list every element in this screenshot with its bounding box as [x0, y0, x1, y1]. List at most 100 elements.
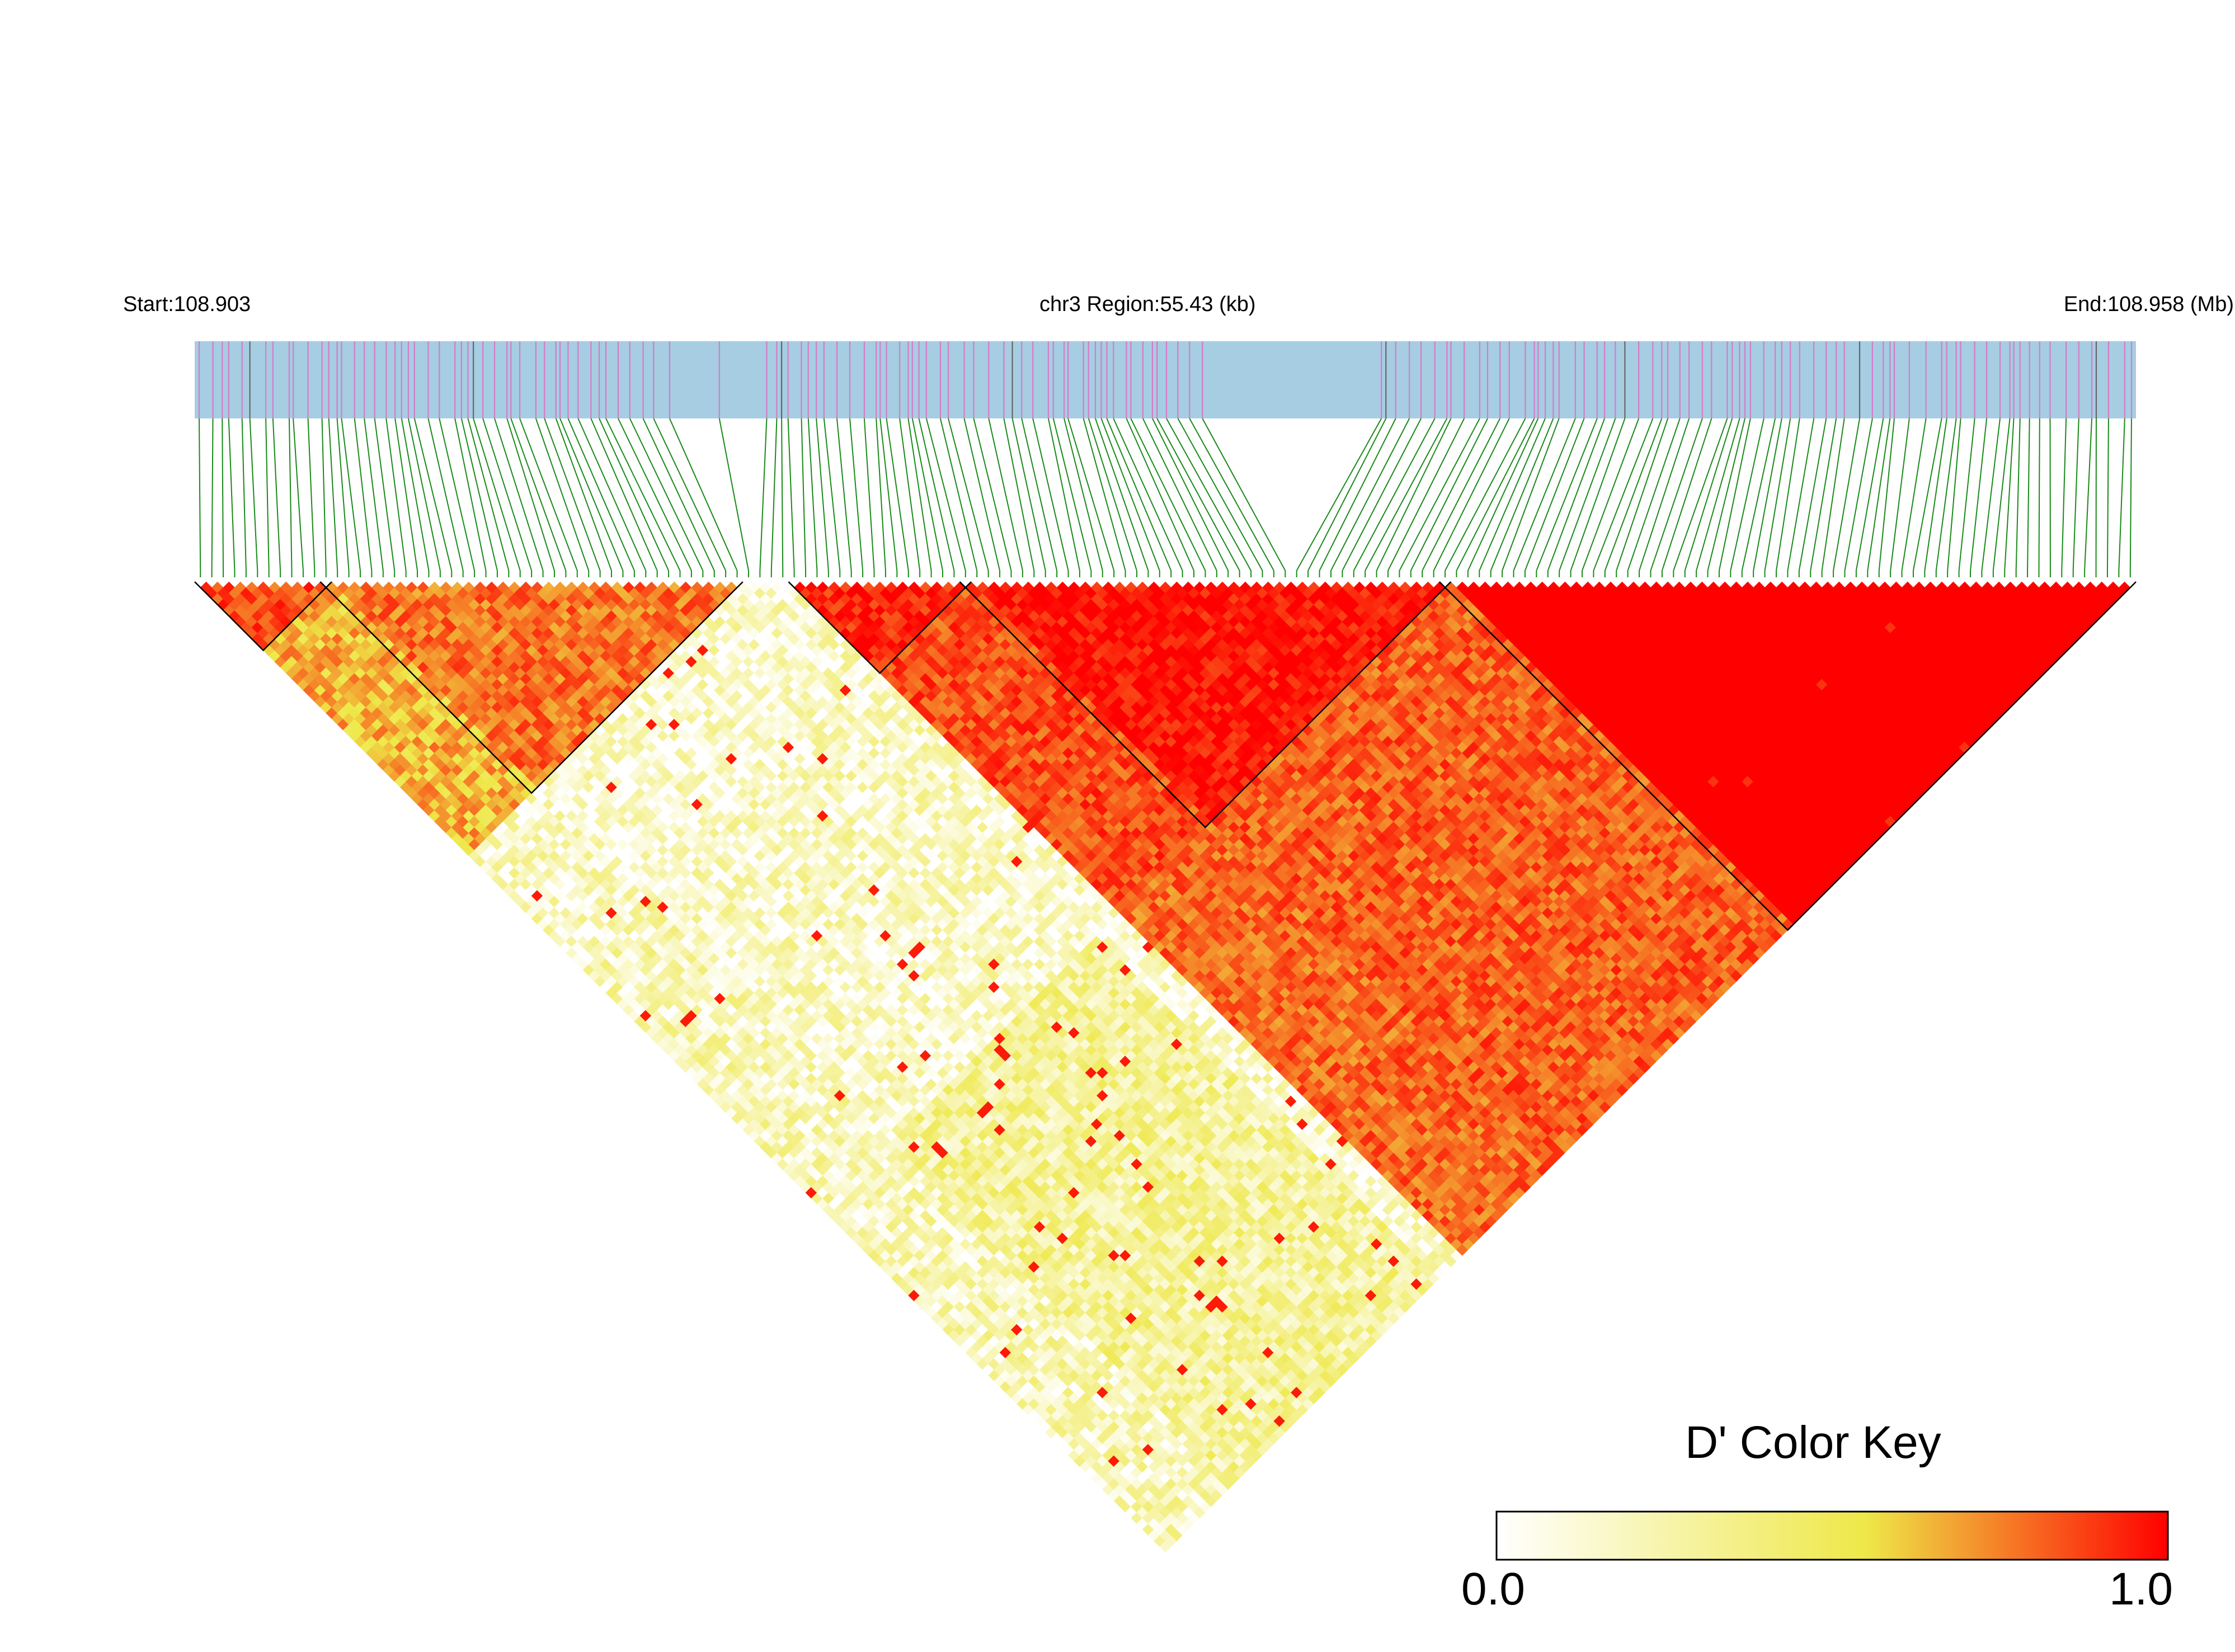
snp-connector: [1152, 418, 1229, 571]
snp-connector: [963, 418, 1001, 571]
snp-connector: [1088, 418, 1137, 571]
snp-connector: [454, 418, 487, 571]
snp-connector: [535, 418, 590, 571]
snp-connector: [807, 418, 818, 571]
snp-connector: [321, 418, 327, 571]
snp-connector: [948, 418, 989, 571]
snp-connector: [1947, 418, 1961, 571]
snp-connector: [918, 418, 955, 571]
snp-connector: [1052, 418, 1092, 571]
snp-connector: [1094, 418, 1149, 571]
snp-connector: [1582, 418, 1640, 571]
snp-connector: [413, 418, 453, 571]
snp-connector: [1003, 418, 1035, 571]
snp-connector: [1981, 418, 2001, 571]
snp-connector: [879, 418, 898, 571]
snp-connector: [1604, 418, 1663, 571]
snp-connector: [1764, 418, 1791, 571]
snp-connector: [2004, 418, 2015, 571]
snp-connector: [801, 418, 807, 571]
snp-connector: [1296, 418, 1382, 571]
snp-connector: [328, 418, 338, 571]
snp-connector: [385, 418, 407, 571]
snp-connector: [1696, 418, 1740, 571]
snp-connector: [1536, 418, 1598, 571]
snp-connector: [1684, 418, 1733, 571]
snp-connector: [307, 418, 316, 571]
snp-connector: [759, 418, 768, 571]
snp-connector: [629, 418, 704, 571]
snp-connector: [1661, 418, 1712, 571]
snp-connector: [1011, 418, 1046, 571]
snp-connector: [816, 418, 829, 571]
snp-connector: [1833, 418, 1860, 571]
snp-connector: [427, 418, 464, 571]
snp-connector: [1924, 418, 1947, 571]
snp-connector: [1130, 418, 1206, 571]
snp-connector: [988, 418, 1023, 571]
snp-connector: [1970, 418, 1988, 571]
snp-connector: [1730, 418, 1765, 571]
snp-connector: [1142, 418, 1217, 571]
snp-connector: [781, 418, 784, 571]
snp-connector: [1330, 418, 1410, 571]
snp-connector: [1422, 418, 1501, 571]
snp-connector: [1433, 418, 1510, 571]
snp-connector: [1593, 418, 1654, 571]
snp-connector: [288, 418, 293, 571]
snp-connector: [222, 418, 224, 571]
snp-connector: [374, 418, 396, 571]
snp-connector: [718, 418, 749, 571]
snp-connector: [2129, 418, 2132, 571]
snp-connector: [1616, 418, 1669, 571]
snp-connector: [1106, 418, 1172, 571]
snp-connector: [482, 418, 533, 571]
snp-connector: [577, 418, 647, 571]
snp-connector: [1901, 418, 1927, 571]
snp-connector: [1502, 418, 1560, 571]
snp-connector: [1524, 418, 1585, 571]
snp-connector: [907, 418, 932, 571]
snp-connector: [1126, 418, 1194, 571]
snp-connector: [1399, 418, 1480, 571]
snp-connector: [1821, 418, 1845, 571]
snp-connector: [336, 418, 350, 571]
snp-connector: [770, 418, 778, 571]
snp-connector: [1570, 418, 1626, 571]
snp-connector: [669, 418, 738, 571]
snp-connector: [510, 418, 567, 571]
snp-connector: [1307, 418, 1387, 571]
snp-connector: [2038, 418, 2040, 571]
snp-connector: [823, 418, 841, 571]
ld-heatmap-cells: [200, 581, 2131, 1553]
snp-connector: [249, 418, 258, 571]
snp-connector: [555, 418, 612, 571]
snp-connector: [199, 418, 201, 571]
snp-connector: [1890, 418, 1910, 571]
snp-connector: [925, 418, 966, 571]
snp-connector: [1935, 418, 1957, 571]
snp-connector: [473, 418, 521, 571]
snp-connector: [293, 418, 304, 571]
snp-connector: [364, 418, 384, 571]
snp-connector: [1156, 418, 1240, 571]
snp-connector: [1177, 418, 1263, 571]
snp-connector: [559, 418, 624, 571]
snp-connector: [1021, 418, 1058, 571]
snp-connector: [544, 418, 601, 571]
snp-connector: [1867, 418, 1891, 571]
snp-connector: [2061, 418, 2067, 571]
snp-connector: [1444, 418, 1526, 571]
snp-connector: [1410, 418, 1488, 571]
snp-connector: [973, 418, 1012, 571]
snp-connector: [211, 418, 214, 571]
snp-connector: [1958, 418, 1975, 571]
snp-connector: [341, 418, 361, 571]
snp-connector: [1364, 418, 1448, 571]
snp-connector: [939, 418, 978, 571]
snp-connector: [1467, 418, 1539, 571]
snp-connector: [618, 418, 692, 571]
snp-connector: [1753, 418, 1782, 571]
snp-connector: [265, 418, 270, 571]
snp-connector: [1855, 418, 1884, 571]
